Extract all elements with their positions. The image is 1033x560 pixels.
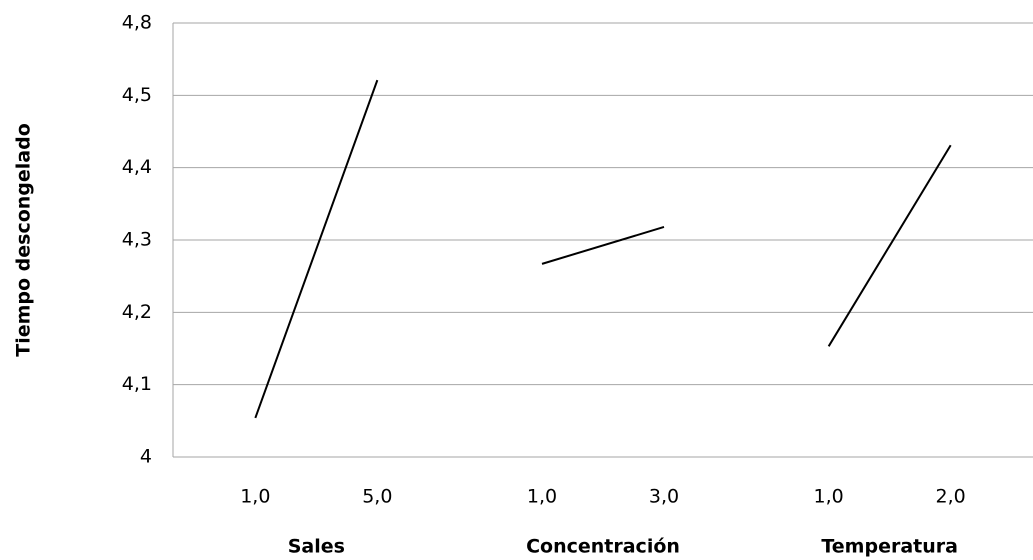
x-tick-label: 2,0 xyxy=(936,486,966,508)
y-tick-label: 4 xyxy=(140,446,152,468)
effect-line xyxy=(254,79,379,419)
y-axis-label: Tiempo descongelado xyxy=(13,123,35,357)
x-tick-label: 5,0 xyxy=(362,486,392,508)
y-tick-label: 4,1 xyxy=(122,373,152,395)
effect-line xyxy=(827,144,952,347)
x-tick-label: 1,0 xyxy=(527,486,557,508)
group-label: Temperatura xyxy=(821,536,958,558)
y-tick-label: 4,8 xyxy=(122,12,152,34)
y-tick-label: 4,4 xyxy=(122,156,152,178)
group-label: Sales xyxy=(288,536,345,558)
group-label: Concentración xyxy=(526,536,680,558)
y-tick-label: 4,5 xyxy=(122,84,152,106)
y-tick-label: 4,3 xyxy=(122,229,152,251)
x-tick-label: 1,0 xyxy=(814,486,844,508)
effect-line xyxy=(541,226,665,265)
x-tick-label: 1,0 xyxy=(240,486,270,508)
x-tick-label: 3,0 xyxy=(649,486,679,508)
y-tick-label: 4,2 xyxy=(122,301,152,323)
